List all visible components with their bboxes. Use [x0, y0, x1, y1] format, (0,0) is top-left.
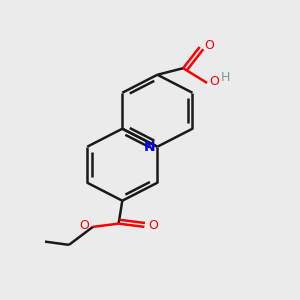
Text: H: H: [221, 70, 230, 83]
Text: O: O: [148, 219, 158, 232]
Text: O: O: [209, 75, 219, 88]
Text: O: O: [79, 219, 89, 232]
Text: N: N: [144, 140, 156, 154]
Text: O: O: [204, 39, 214, 52]
